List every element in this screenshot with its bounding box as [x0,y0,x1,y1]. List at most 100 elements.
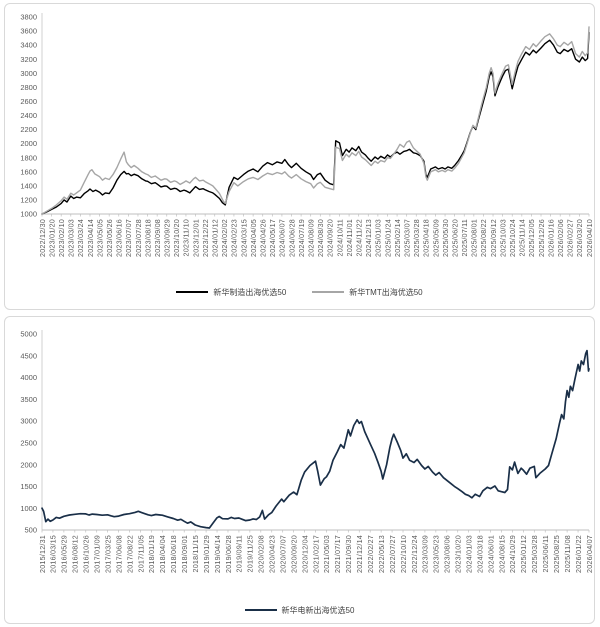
x-axis-label: 2018/11/15 [191,535,200,572]
x-axis-label: 2025/09/12 [489,219,498,257]
x-axis-label: 2016/03/15 [49,535,58,573]
y-axis-label: 1800 [20,153,37,162]
y-axis-label: 4000 [20,373,37,382]
y-axis-label: 3400 [20,41,37,50]
x-axis-label: 2023/12/22 [201,219,210,257]
x-axis-label: 2026/02/06 [556,219,565,257]
y-axis-label: 3000 [20,69,37,78]
x-axis-label: 2025/10/03 [498,219,507,257]
x-axis-label: 2024/11/22 [354,219,363,256]
y-axis-label: 4500 [20,351,37,360]
x-axis-label: 2025/11/08 [563,535,572,572]
legend-item: 新华TMT出海优选50 [312,287,423,298]
x-axis-label: 2023/02/10 [57,219,66,257]
x-axis-label: 2025/07/11 [460,219,469,256]
y-axis-label: 3500 [20,395,37,404]
x-axis-label: 2019/06/28 [224,535,233,573]
x-axis-label: 2026/03/20 [575,219,584,257]
x-axis-label: 2024/08/30 [316,219,325,257]
x-axis-label: 2024/03/18 [475,535,484,573]
x-axis-label: 2026/02/27 [566,219,575,257]
x-axis-label: 2021/07/17 [333,535,342,573]
y-axis-label: 5000 [20,330,37,339]
x-axis-label: 2023/11/10 [182,219,191,256]
x-axis-label: 2021/02/17 [311,535,320,573]
x-axis-label: 2024/12/13 [364,219,373,257]
y-axis-label: 2000 [20,139,37,148]
x-axis-label: 2017/11/05 [136,535,145,572]
x-axis-label: 2024/04/26 [259,219,268,257]
x-axis-label: 2023/01/20 [47,219,56,257]
top-chart-legend: 新华制造出海优选50 新华TMT出海优选50 [5,281,594,303]
x-axis-label: 2024/08/09 [307,219,316,257]
x-axis-label: 2025/08/01 [470,219,479,257]
x-axis-label: 2018/04/04 [158,535,167,573]
y-axis-label: 2000 [20,460,37,469]
y-axis-label: 1400 [20,181,37,190]
legend-line-swatch [312,291,345,293]
series-line-0 [41,349,590,529]
x-axis-label: 2024/03/15 [239,219,248,257]
x-axis-label: 2017/06/08 [114,535,123,573]
x-axis-label: 2020/12/04 [300,535,309,573]
x-axis-label: 2024/02/23 [230,219,239,257]
x-axis-label: 2024/06/28 [287,219,296,257]
x-axis-label: 2015/12/31 [38,535,47,573]
y-axis-label: 3200 [20,55,37,64]
x-axis-label: 2023/08/06 [443,535,452,573]
x-axis-label: 2023/05/26 [105,219,114,257]
x-axis-label: 2024/07/19 [297,219,306,257]
x-axis-label: 2016/08/12 [71,535,80,573]
x-axis-label: 2023/04/14 [86,219,95,257]
x-axis-label: 2024/01/03 [464,535,473,573]
y-axis-label: 500 [24,526,37,535]
x-axis-label: 2026/04/07 [585,535,593,573]
x-axis-label: 2024/06/01 [486,535,495,573]
x-axis-label: 2025/06/11 [541,535,550,572]
x-axis-label: 2025/01/24 [383,219,392,257]
bottom-chart-legend: 新华电新出海优选50 [5,599,594,621]
x-axis-label: 2025/11/14 [518,219,527,256]
x-axis-label: 2025/08/25 [552,535,561,573]
y-axis-label: 1600 [20,167,37,176]
x-axis-label: 2017/03/25 [103,535,112,573]
x-axis-label: 2022/05/13 [377,535,386,573]
x-axis-label: 2024/11/01 [345,219,354,256]
x-axis-label: 2023/10/20 [172,219,181,257]
x-axis-label: 2023/08/18 [143,219,152,257]
legend-label: 新华制造出海优选50 [213,287,287,297]
x-axis-label: 2023/10/20 [454,535,463,573]
bottom-chart-box: 500 1000 1500 2000 2500 3000 3500 4000 4500 5000 2… [4,316,595,624]
x-axis-label: 2024/04/05 [249,219,258,257]
y-axis-label: 2500 [20,438,37,447]
x-axis-label: 2021/12/14 [355,535,364,573]
y-axis-label: 2200 [20,125,37,134]
x-axis-label: 2026/01/22 [574,535,583,573]
x-axis-label: 2023/09/08 [153,219,162,257]
x-axis-label: 2021/09/30 [344,535,353,573]
y-axis-label: 2400 [20,111,37,120]
legend-line-swatch [176,291,209,293]
x-axis-label: 2025/10/24 [508,219,517,257]
legend-line-swatch [244,609,277,611]
x-axis-label: 2016/05/29 [60,535,69,573]
x-axis-label: 2024/09/20 [326,219,335,257]
x-axis-label: 2018/09/01 [180,535,189,573]
x-axis-label: 2022/07/27 [388,535,397,573]
x-axis-label: 2026/01/16 [546,219,555,257]
y-axis-label: 2600 [20,97,37,106]
x-axis-label: 2023/09/29 [163,219,172,257]
x-axis-label: 2023/03/24 [76,219,85,257]
y-axis-label: 3600 [20,27,37,36]
x-axis-label: 2024/10/29 [508,535,517,573]
legend-item: 新华制造出海优选50 [176,287,286,298]
y-axis-label: 2800 [20,83,37,92]
x-axis-label: 2022/02/27 [366,535,375,573]
x-axis-label: 2024/02/02 [220,219,229,257]
x-axis-label: 2023/05/23 [432,535,441,573]
legend-label: 新华TMT出海优选50 [349,287,423,297]
x-axis-label: 2017/01/09 [93,535,102,573]
x-axis-label: 2020/04/23 [268,535,277,573]
x-axis-label: 2025/03/28 [530,535,539,573]
y-axis-label: 3000 [20,417,37,426]
